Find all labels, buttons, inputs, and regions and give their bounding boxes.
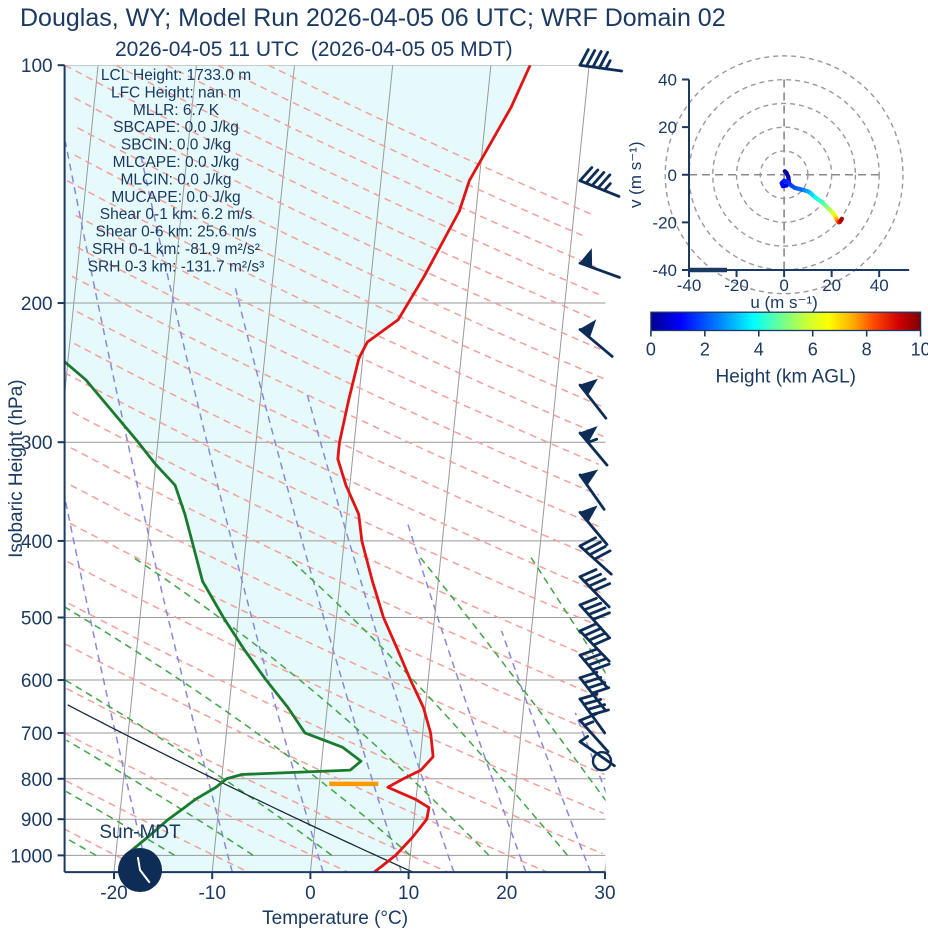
svg-text:MLCIN: 0.0 J/kg: MLCIN: 0.0 J/kg [120,171,231,188]
svg-text:40: 40 [658,71,677,90]
svg-text:SRH 0-3 km: -131.7 m²/s³: SRH 0-3 km: -131.7 m²/s³ [88,258,265,275]
svg-text:10: 10 [398,883,419,904]
svg-text:500: 500 [21,609,53,630]
svg-text:700: 700 [21,724,53,745]
svg-text:20: 20 [822,276,841,295]
svg-text:40: 40 [870,276,889,295]
svg-text:LCL Height: 1733.0 m: LCL Height: 1733.0 m [101,67,251,84]
svg-text:2026-04-05 11 UTC (2026-04-05: 2026-04-05 11 UTC (2026-04-05 05 MDT) [115,38,513,61]
svg-text:Temperature (°C): Temperature (°C) [262,908,408,929]
svg-text:MLLR: 6.7 K: MLLR: 6.7 K [133,102,220,119]
svg-text:-40: -40 [652,261,677,280]
svg-text:8: 8 [862,340,872,360]
svg-text:Isobaric Height (hPa): Isobaric Height (hPa) [6,379,27,557]
svg-text:v (m s⁻¹): v (m s⁻¹) [626,141,645,208]
svg-text:0: 0 [305,883,316,904]
svg-text:Shear 0-6 km: 25.6 m/s: Shear 0-6 km: 25.6 m/s [95,224,256,241]
svg-text:0: 0 [646,340,656,360]
svg-text:SRH 0-1 km: -81.9 m²/s²: SRH 0-1 km: -81.9 m²/s² [92,241,260,258]
svg-text:4: 4 [754,340,764,360]
svg-text:MUCAPE: 0.0 J/kg: MUCAPE: 0.0 J/kg [111,189,240,206]
svg-text:LFC Height: nan m: LFC Height: nan m [111,84,241,101]
svg-text:-10: -10 [198,883,225,904]
svg-text:Shear 0-1 km: 6.2 m/s: Shear 0-1 km: 6.2 m/s [100,206,253,223]
svg-text:1000: 1000 [10,846,52,867]
svg-text:-20: -20 [724,276,749,295]
svg-text:20: 20 [496,883,517,904]
svg-text:u (m s⁻¹): u (m s⁻¹) [750,293,818,312]
svg-text:20: 20 [658,118,677,137]
svg-text:200: 200 [21,294,53,315]
svg-text:Sun-MDT: Sun-MDT [99,822,181,843]
svg-text:0: 0 [668,166,677,185]
svg-text:-40: -40 [677,276,702,295]
svg-text:100: 100 [21,56,53,77]
svg-text:10: 10 [911,340,928,360]
svg-text:-20: -20 [652,213,677,232]
svg-text:MLCAPE: 0.0 J/kg: MLCAPE: 0.0 J/kg [113,154,240,171]
svg-text:30: 30 [594,883,615,904]
svg-text:600: 600 [21,671,53,692]
svg-text:900: 900 [21,810,53,831]
svg-text:800: 800 [21,770,53,791]
svg-text:-20: -20 [100,883,127,904]
svg-text:6: 6 [808,340,818,360]
svg-text:2: 2 [700,340,710,360]
svg-text:SBCAPE: 0.0 J/kg: SBCAPE: 0.0 J/kg [113,119,239,136]
svg-text:Height (km AGL): Height (km AGL) [716,367,856,388]
svg-text:SBCIN: 0.0 J/kg: SBCIN: 0.0 J/kg [121,137,231,154]
svg-text:Douglas, WY; Model Run 2026-04: Douglas, WY; Model Run 2026-04-05 06 UTC… [20,4,726,32]
